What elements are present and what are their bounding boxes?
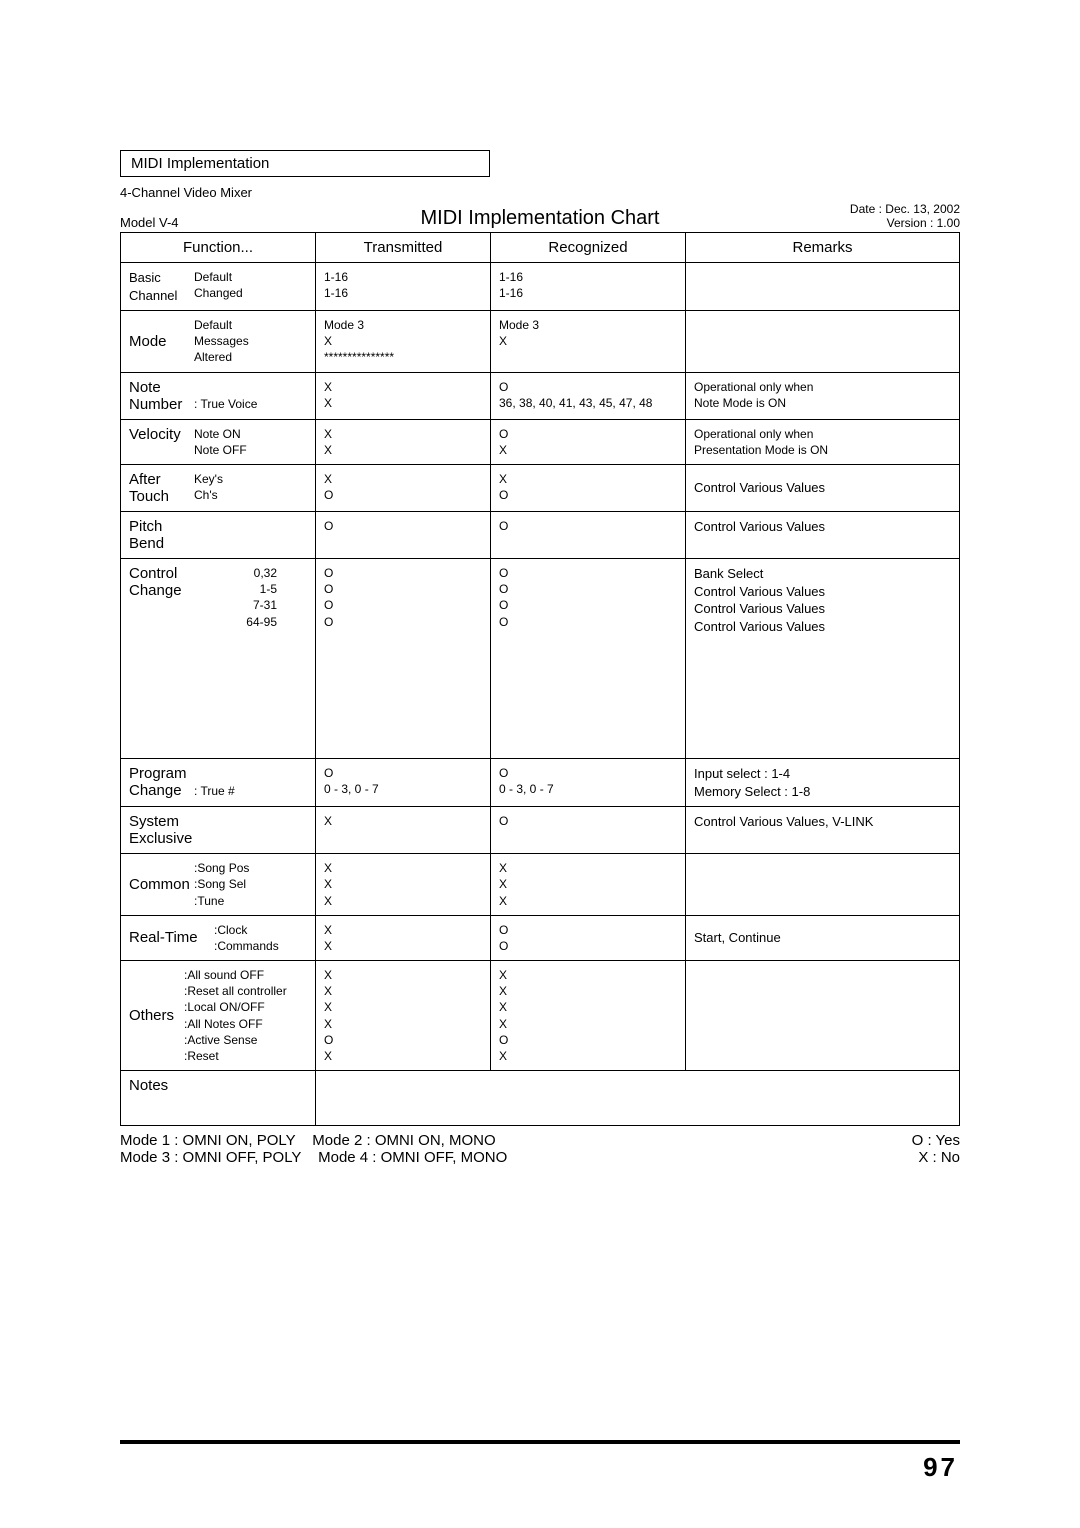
date-label: Date : Dec. 13, 2002 — [760, 202, 960, 216]
cell-rx: OO — [491, 915, 686, 960]
version-label: Version : 1.00 — [760, 216, 960, 230]
cell-sub: 0,321-57-3164-95 — [194, 565, 307, 630]
row-velocity: VelocityNote ONNote OFF XX OX Operationa… — [121, 419, 960, 464]
cell-rm: Input select : 1-4Memory Select : 1-8 — [686, 759, 960, 807]
cell-rx: O — [491, 807, 686, 854]
cell-label: AfterTouch — [129, 471, 194, 505]
cell-rm: Control Various Values — [686, 512, 960, 559]
cell-rm: Start, Continue — [686, 915, 960, 960]
bottom-divider — [120, 1440, 960, 1444]
row-common: Common:Song Pos:Song Sel:Tune XXX XXX — [121, 854, 960, 916]
cell-tx: Mode 3X*************** — [316, 311, 491, 373]
subtitle: 4-Channel Video Mixer — [120, 185, 960, 200]
cell-sub: : True Voice — [194, 382, 307, 412]
header-function: Function... — [121, 233, 316, 263]
mode-2: Mode 2 : OMNI ON, MONO — [312, 1132, 495, 1149]
cell-rx: O — [491, 512, 686, 559]
cell-rm: Operational only whenPresentation Mode i… — [686, 419, 960, 464]
cell-tx: 1-161-16 — [316, 263, 491, 311]
cell-sub: Note ONNote OFF — [194, 426, 307, 458]
row-basic-channel: BasicChannelDefaultChanged 1-161-16 1-16… — [121, 263, 960, 311]
cell-tx: XO — [316, 465, 491, 512]
midi-chart-table: Function... Transmitted Recognized Remar… — [120, 232, 960, 1126]
legend-no: X : No — [918, 1149, 960, 1166]
cell-tx: X — [316, 807, 491, 854]
header-transmitted: Transmitted — [316, 233, 491, 263]
cell-rx: XXX — [491, 854, 686, 916]
cell-rx: OOOO — [491, 559, 686, 759]
cell-label: Velocity — [129, 426, 194, 458]
row-program-change: ProgramChange: True # O0 - 3, 0 - 7 O0 -… — [121, 759, 960, 807]
row-others: Others:All sound OFF:Reset all controlle… — [121, 961, 960, 1071]
mode-1: Mode 1 : OMNI ON, POLY — [120, 1132, 296, 1149]
cell-tx: XX — [316, 372, 491, 419]
section-title: MIDI Implementation — [131, 155, 269, 172]
cell-label: Real-Time — [129, 929, 214, 946]
cell-tx: O0 - 3, 0 - 7 — [316, 759, 491, 807]
row-real-time: Real-Time:Clock:Commands XX OO Start, Co… — [121, 915, 960, 960]
legend-yes: O : Yes — [912, 1132, 960, 1149]
cell-label: Mode — [129, 333, 194, 350]
modes-right: O : Yes X : No — [912, 1132, 960, 1166]
header-row: Model V-4 MIDI Implementation Chart Date… — [120, 202, 960, 230]
cell-tx: XX — [316, 419, 491, 464]
cell-rx: 1-161-16 — [491, 263, 686, 311]
cell-sub: :All sound OFF:Reset all controller:Loca… — [184, 967, 307, 1064]
cell-sub: :Clock:Commands — [214, 922, 307, 954]
row-after-touch: AfterTouchKey'sCh's XO XO Control Variou… — [121, 465, 960, 512]
cell-rm — [686, 263, 960, 311]
cell-label: NoteNumber — [129, 379, 194, 413]
cell-rx: XXXXOX — [491, 961, 686, 1071]
cell-tx: O — [316, 512, 491, 559]
cell-sub: :Song Pos:Song Sel:Tune — [194, 860, 307, 909]
model-label: Model V-4 — [120, 215, 320, 230]
row-pitch-bend: Pitch Bend O O Control Various Values — [121, 512, 960, 559]
table-header-row: Function... Transmitted Recognized Remar… — [121, 233, 960, 263]
cell-rx: XO — [491, 465, 686, 512]
row-note-number: NoteNumber: True Voice XX O36, 38, 40, 4… — [121, 372, 960, 419]
cell-rm — [686, 311, 960, 373]
date-version: Date : Dec. 13, 2002 Version : 1.00 — [760, 202, 960, 230]
cell-tx: XXX — [316, 854, 491, 916]
cell-tx: OOOO — [316, 559, 491, 759]
header-remarks: Remarks — [686, 233, 960, 263]
cell-rx: Mode 3X — [491, 311, 686, 373]
modes-legend: Mode 1 : OMNI ON, POLY Mode 2 : OMNI ON,… — [120, 1132, 960, 1166]
cell-rm: Operational only whenNote Mode is ON — [686, 372, 960, 419]
cell-notes-body — [316, 1071, 960, 1126]
mode-3: Mode 3 : OMNI OFF, POLY — [120, 1149, 301, 1166]
chart-title: MIDI Implementation Chart — [320, 207, 760, 230]
cell-sub: DefaultChanged — [194, 269, 307, 304]
page-number: 97 — [923, 1452, 958, 1483]
cell-rx: O0 - 3, 0 - 7 — [491, 759, 686, 807]
cell-sub: DefaultMessagesAltered — [194, 317, 307, 366]
row-mode: ModeDefaultMessagesAltered Mode 3X******… — [121, 311, 960, 373]
cell-rm — [686, 854, 960, 916]
modes-left: Mode 1 : OMNI ON, POLY Mode 2 : OMNI ON,… — [120, 1132, 507, 1166]
cell-sub: Key'sCh's — [194, 471, 307, 505]
cell-label: System Exclusive — [129, 813, 194, 847]
row-notes: Notes — [121, 1071, 960, 1126]
row-control-change: ControlChange0,321-57-3164-95 OOOO OOOO … — [121, 559, 960, 759]
section-title-box: MIDI Implementation — [120, 150, 490, 177]
cell-rm: Control Various Values — [686, 465, 960, 512]
row-system-exclusive: System Exclusive X O Control Various Val… — [121, 807, 960, 854]
cell-rx: O36, 38, 40, 41, 43, 45, 47, 48 — [491, 372, 686, 419]
cell-label: ProgramChange — [129, 765, 194, 799]
cell-rm: Control Various Values, V-LINK — [686, 807, 960, 854]
cell-tx: XX — [316, 915, 491, 960]
cell-rm — [686, 961, 960, 1071]
mode-4: Mode 4 : OMNI OFF, MONO — [318, 1149, 507, 1166]
header-recognized: Recognized — [491, 233, 686, 263]
cell-label: Others — [129, 1007, 184, 1024]
cell-label: Notes — [129, 1077, 194, 1094]
cell-label: Common — [129, 876, 194, 893]
cell-rm: Bank SelectControl Various ValuesControl… — [686, 559, 960, 759]
cell-label: BasicChannel — [129, 269, 194, 304]
cell-tx: XXXXOX — [316, 961, 491, 1071]
cell-sub: : True # — [194, 769, 307, 799]
cell-rx: OX — [491, 419, 686, 464]
cell-label: Pitch Bend — [129, 518, 194, 552]
cell-label: ControlChange — [129, 565, 194, 630]
